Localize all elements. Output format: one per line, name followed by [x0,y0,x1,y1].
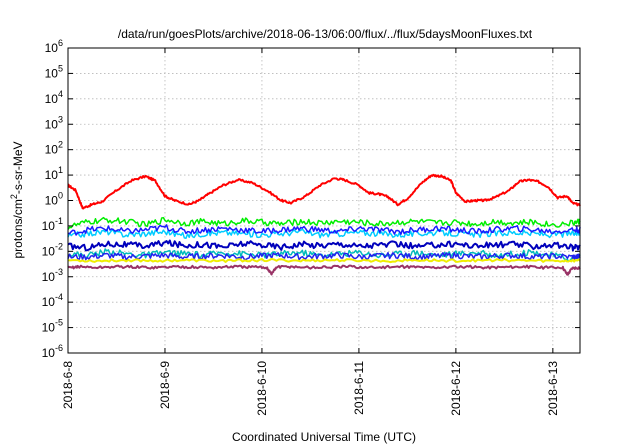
series-line-9 [67,264,581,276]
y-tick-label: 103 [45,114,63,131]
y-axis-title-sup: 2 [9,194,19,199]
y-axis-title-prefix: protons/cm [11,199,25,258]
series-line-1 [67,173,581,210]
y-tick-label: 10-4 [42,292,63,309]
y-tick-label: 102 [45,140,63,157]
series-line-7 [67,251,581,261]
x-tick-label: 2018-6-9 [158,361,172,409]
x-tick-labels: 2018-6-8 2018-6-9 2018-6-10 2018-6-11 2018-6… [61,361,560,416]
series-line-2 [67,216,581,230]
x-tick-label: 2018-6-11 [352,361,366,415]
y-tick-label: 100 [45,191,63,208]
y-tick-label: 10-6 [42,343,63,360]
x-tick-label: 2018-6-8 [61,361,75,409]
x-tick-label: 2018-6-13 [546,361,560,416]
y-tick-label: 10-3 [42,267,63,284]
y-axis-title-suffix: -s-sr-MeV [11,141,25,194]
x-tick-label: 2018-6-10 [255,361,269,416]
series-line-4 [67,224,581,236]
series-layer [67,173,581,276]
y-tick-label: 104 [45,89,63,106]
y-tick-label: 101 [45,165,63,182]
chart-title: /data/run/goesPlots/archive/2018-06-13/0… [118,27,533,41]
x-tick-label: 2018-6-12 [449,361,463,416]
x-axis-title: Coordinated Universal Time (UTC) [232,430,416,444]
y-tick-labels: 10-6 10-5 10-4 10-3 10-2 10-1 100 101 102 103 104 1… [42,38,63,360]
series-line-8 [67,257,581,264]
y-tick-label: 10-2 [42,241,63,258]
y-tick-label: 10-5 [42,318,63,335]
y-tick-label: 10-1 [42,216,63,233]
y-axis-title: protons/cm2-s-sr-MeV [9,141,25,258]
y-tick-label: 105 [45,63,63,80]
series-line-5 [67,239,581,252]
plot-frame [67,47,581,354]
y-tick-label: 106 [45,38,63,55]
